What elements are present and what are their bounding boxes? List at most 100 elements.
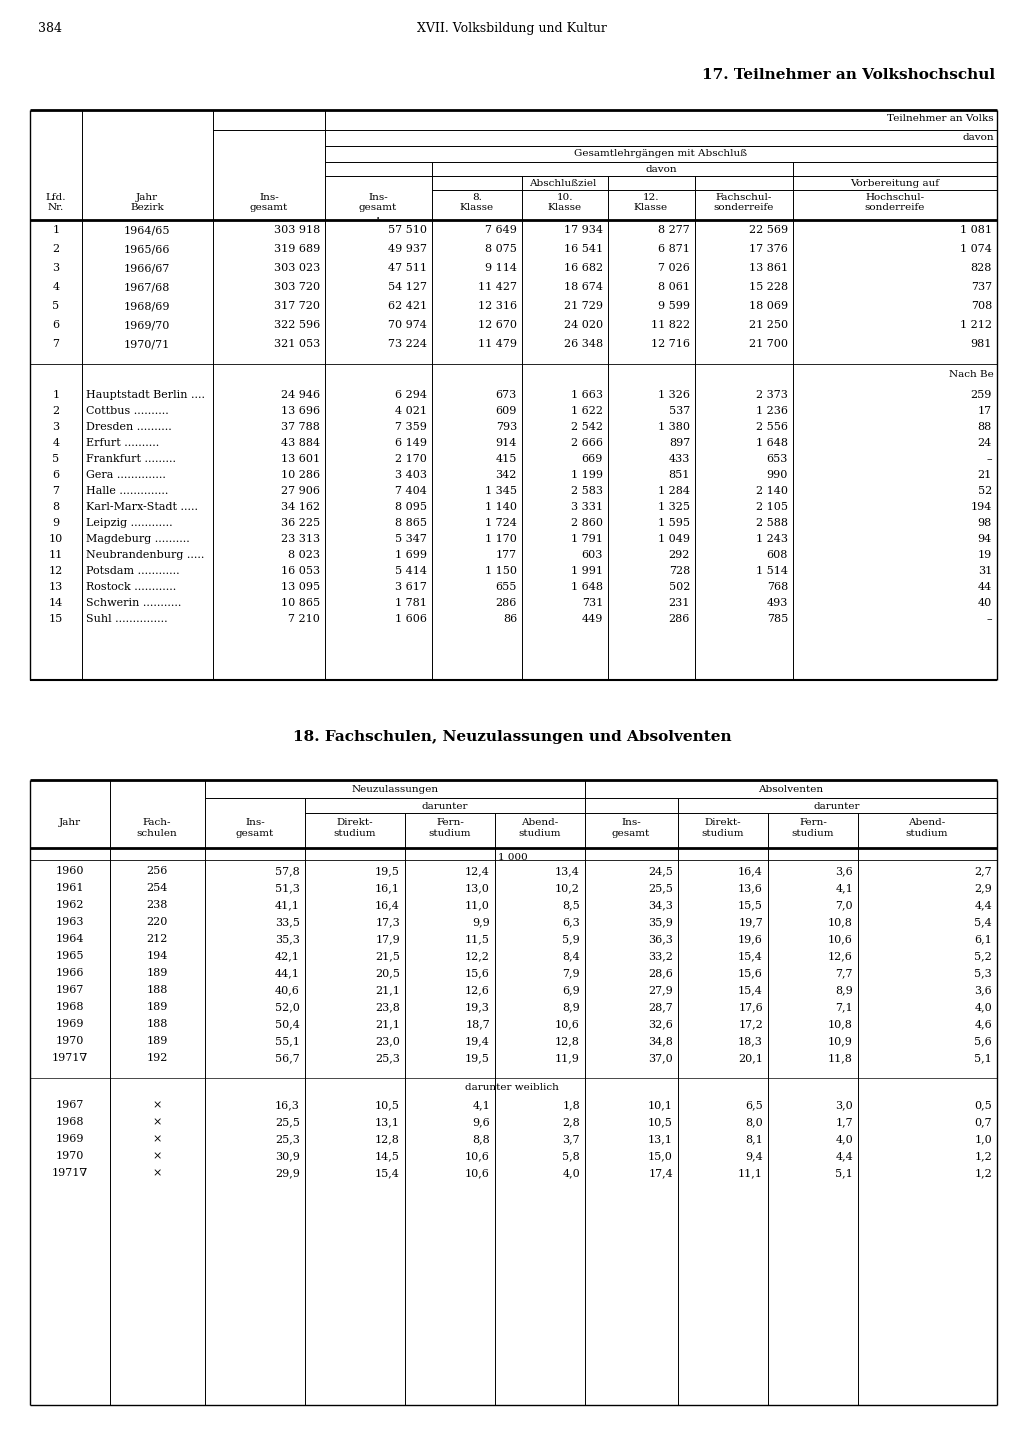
Text: 70 974: 70 974 xyxy=(388,320,427,330)
Text: Hochschul-: Hochschul- xyxy=(865,193,925,202)
Text: 1966/67: 1966/67 xyxy=(124,264,170,274)
Text: 21 250: 21 250 xyxy=(749,320,788,330)
Text: 1968: 1968 xyxy=(55,1116,84,1126)
Text: 35,9: 35,9 xyxy=(648,917,673,927)
Text: 12,2: 12,2 xyxy=(465,952,490,962)
Text: Teilnehmer an Volks: Teilnehmer an Volks xyxy=(888,115,994,123)
Text: 8 075: 8 075 xyxy=(485,244,517,254)
Text: 8,8: 8,8 xyxy=(472,1134,490,1144)
Text: Bezirk: Bezirk xyxy=(130,203,164,212)
Text: 15: 15 xyxy=(49,613,63,623)
Text: 5 414: 5 414 xyxy=(395,566,427,576)
Text: 13 095: 13 095 xyxy=(281,582,319,592)
Text: 1 325: 1 325 xyxy=(658,502,690,512)
Text: 5,9: 5,9 xyxy=(562,934,580,944)
Text: 4: 4 xyxy=(52,282,59,292)
Text: 1 049: 1 049 xyxy=(658,535,690,545)
Text: 5,2: 5,2 xyxy=(974,952,992,962)
Text: 27 906: 27 906 xyxy=(281,486,319,496)
Text: 9 599: 9 599 xyxy=(658,301,690,311)
Text: 1964/65: 1964/65 xyxy=(124,225,170,235)
Text: ×: × xyxy=(153,1101,162,1111)
Text: Fern-: Fern- xyxy=(799,818,827,827)
Text: 1 081: 1 081 xyxy=(961,225,992,235)
Text: gesamt: gesamt xyxy=(358,203,397,212)
Text: 18,3: 18,3 xyxy=(738,1036,763,1046)
Text: 194: 194 xyxy=(971,502,992,512)
Text: Rostock ............: Rostock ............ xyxy=(86,582,176,592)
Text: 56,7: 56,7 xyxy=(275,1053,300,1063)
Text: Fachschul-: Fachschul- xyxy=(716,193,772,202)
Text: 493: 493 xyxy=(767,598,788,608)
Text: Ins-: Ins- xyxy=(245,818,265,827)
Text: 2 140: 2 140 xyxy=(756,486,788,496)
Text: 18 069: 18 069 xyxy=(749,301,788,311)
Text: 57,8: 57,8 xyxy=(275,866,300,876)
Text: 17: 17 xyxy=(978,406,992,416)
Text: 6: 6 xyxy=(52,470,59,480)
Text: 1969: 1969 xyxy=(55,1019,84,1029)
Text: 1969/70: 1969/70 xyxy=(124,320,170,330)
Text: 30,9: 30,9 xyxy=(275,1151,300,1161)
Text: Erfurt ..........: Erfurt .......... xyxy=(86,438,160,449)
Text: 3: 3 xyxy=(52,421,59,431)
Text: 1 648: 1 648 xyxy=(571,582,603,592)
Text: 15,4: 15,4 xyxy=(738,952,763,962)
Text: 2 666: 2 666 xyxy=(571,438,603,449)
Text: 6,1: 6,1 xyxy=(974,934,992,944)
Text: 51,3: 51,3 xyxy=(275,883,300,893)
Text: 1 326: 1 326 xyxy=(658,390,690,400)
Text: 24,5: 24,5 xyxy=(648,866,673,876)
Text: 8: 8 xyxy=(52,502,59,512)
Text: 88: 88 xyxy=(978,421,992,431)
Text: davon: davon xyxy=(963,133,994,142)
Text: 14: 14 xyxy=(49,598,63,608)
Text: 2 373: 2 373 xyxy=(756,390,788,400)
Text: 13 861: 13 861 xyxy=(749,264,788,274)
Text: 18. Fachschulen, Neuzulassungen und Absolventen: 18. Fachschulen, Neuzulassungen und Abso… xyxy=(293,729,731,744)
Text: 17,9: 17,9 xyxy=(375,934,400,944)
Text: 3,6: 3,6 xyxy=(836,866,853,876)
Text: 7: 7 xyxy=(52,486,59,496)
Text: Ins-: Ins- xyxy=(259,193,279,202)
Text: 1 991: 1 991 xyxy=(571,566,603,576)
Text: 17,6: 17,6 xyxy=(738,1002,763,1012)
Text: 5 347: 5 347 xyxy=(395,535,427,545)
Text: 16 053: 16 053 xyxy=(281,566,319,576)
Text: 415: 415 xyxy=(496,454,517,464)
Text: 12 670: 12 670 xyxy=(478,320,517,330)
Text: 17,4: 17,4 xyxy=(648,1168,673,1178)
Text: 1 380: 1 380 xyxy=(658,421,690,431)
Text: 24: 24 xyxy=(978,438,992,449)
Text: 10,6: 10,6 xyxy=(828,934,853,944)
Text: 851: 851 xyxy=(669,470,690,480)
Text: 1970/71: 1970/71 xyxy=(124,340,170,350)
Text: 21 700: 21 700 xyxy=(749,340,788,350)
Text: 13: 13 xyxy=(49,582,63,592)
Text: 36,3: 36,3 xyxy=(648,934,673,944)
Text: 15,5: 15,5 xyxy=(738,900,763,910)
Text: 44: 44 xyxy=(978,582,992,592)
Text: 7,1: 7,1 xyxy=(836,1002,853,1012)
Text: 8 277: 8 277 xyxy=(658,225,690,235)
Text: 10,2: 10,2 xyxy=(555,883,580,893)
Text: 1967: 1967 xyxy=(56,984,84,995)
Text: 8,1: 8,1 xyxy=(745,1134,763,1144)
Text: 62 421: 62 421 xyxy=(388,301,427,311)
Text: 29,9: 29,9 xyxy=(275,1168,300,1178)
Text: 11 822: 11 822 xyxy=(651,320,690,330)
Text: 7 026: 7 026 xyxy=(658,264,690,274)
Text: 11,8: 11,8 xyxy=(828,1053,853,1063)
Text: 28,6: 28,6 xyxy=(648,969,673,977)
Text: 1 074: 1 074 xyxy=(961,244,992,254)
Text: 1 140: 1 140 xyxy=(485,502,517,512)
Text: 603: 603 xyxy=(582,550,603,560)
Text: 2: 2 xyxy=(52,406,59,416)
Text: Absolventen: Absolventen xyxy=(759,785,823,794)
Text: 6,3: 6,3 xyxy=(562,917,580,927)
Text: –: – xyxy=(986,613,992,623)
Text: 2 860: 2 860 xyxy=(571,517,603,527)
Text: 12 716: 12 716 xyxy=(651,340,690,350)
Text: 10 286: 10 286 xyxy=(281,470,319,480)
Text: 768: 768 xyxy=(767,582,788,592)
